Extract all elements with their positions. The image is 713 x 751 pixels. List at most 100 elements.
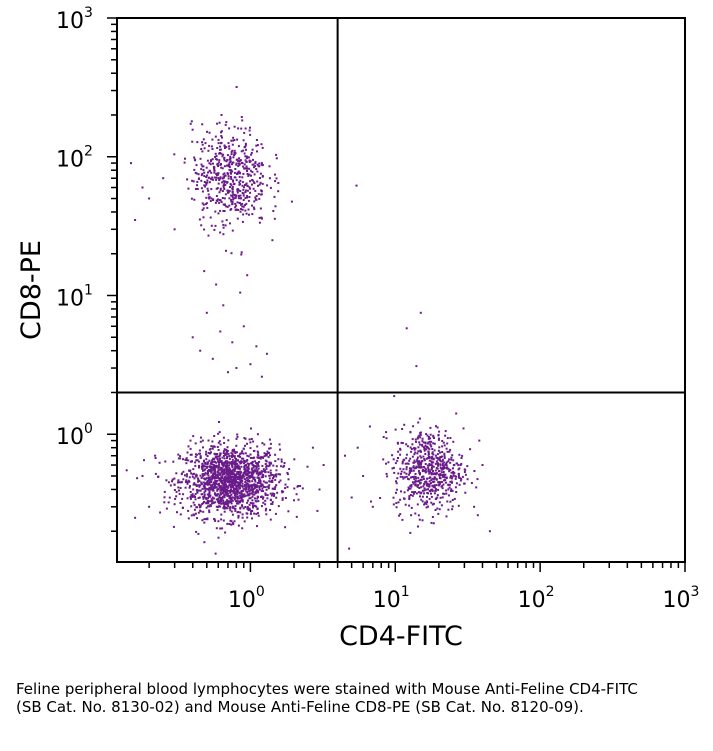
data-point bbox=[239, 190, 242, 192]
data-point bbox=[188, 480, 191, 483]
data-point bbox=[273, 493, 276, 495]
data-point bbox=[248, 503, 251, 506]
data-point bbox=[187, 459, 190, 462]
data-point bbox=[148, 197, 151, 200]
data-point bbox=[216, 164, 219, 167]
data-point bbox=[423, 466, 425, 468]
data-point bbox=[432, 465, 435, 468]
data-point bbox=[288, 468, 291, 470]
data-point bbox=[463, 482, 466, 485]
data-point bbox=[173, 483, 176, 486]
data-point bbox=[169, 484, 172, 487]
data-point bbox=[219, 453, 222, 456]
data-point bbox=[207, 478, 210, 481]
data-point bbox=[224, 490, 227, 493]
data-point bbox=[229, 222, 231, 225]
data-point bbox=[238, 160, 241, 163]
data-point bbox=[225, 491, 228, 494]
data-point bbox=[441, 440, 444, 442]
data-point bbox=[236, 495, 239, 498]
data-point bbox=[418, 417, 421, 420]
data-point bbox=[257, 476, 259, 479]
data-point bbox=[268, 462, 271, 465]
data-point bbox=[238, 202, 241, 205]
data-point bbox=[258, 488, 261, 491]
data-point bbox=[427, 453, 430, 456]
data-point bbox=[199, 349, 202, 352]
data-point bbox=[189, 497, 192, 500]
data-point bbox=[236, 190, 239, 192]
data-point bbox=[411, 438, 414, 441]
data-point bbox=[201, 123, 204, 126]
data-point bbox=[443, 492, 446, 495]
data-point bbox=[253, 493, 256, 496]
data-point bbox=[228, 204, 231, 207]
data-point bbox=[254, 196, 257, 199]
data-point bbox=[438, 446, 441, 449]
data-point bbox=[231, 479, 234, 481]
data-point bbox=[449, 500, 452, 503]
data-point bbox=[230, 462, 233, 465]
data-point bbox=[442, 483, 445, 486]
data-point bbox=[447, 467, 450, 470]
data-point bbox=[224, 452, 227, 455]
data-point bbox=[422, 485, 425, 488]
data-point bbox=[405, 443, 408, 446]
data-point bbox=[223, 448, 226, 451]
data-point bbox=[430, 468, 433, 471]
data-point bbox=[425, 468, 427, 471]
data-point bbox=[203, 147, 206, 150]
data-point bbox=[222, 233, 225, 236]
data-point bbox=[226, 495, 229, 497]
data-point bbox=[438, 437, 440, 440]
data-point bbox=[207, 171, 209, 174]
data-point bbox=[229, 472, 232, 475]
data-point bbox=[262, 456, 265, 459]
data-point bbox=[241, 493, 244, 496]
data-point bbox=[205, 458, 208, 461]
data-point bbox=[256, 144, 259, 147]
data-point bbox=[199, 489, 202, 492]
data-point bbox=[251, 491, 254, 494]
data-point bbox=[455, 412, 458, 415]
data-point bbox=[231, 513, 234, 516]
data-point bbox=[450, 490, 452, 492]
data-point bbox=[428, 489, 431, 492]
data-point bbox=[237, 159, 240, 162]
data-point bbox=[265, 488, 268, 491]
data-point bbox=[431, 472, 434, 475]
data-point bbox=[205, 502, 208, 505]
data-point bbox=[371, 505, 374, 508]
data-point bbox=[235, 487, 238, 490]
data-point bbox=[223, 502, 226, 505]
data-point bbox=[237, 197, 240, 200]
data-point bbox=[261, 164, 264, 167]
data-point bbox=[356, 446, 359, 449]
data-point bbox=[185, 479, 188, 482]
data-point bbox=[445, 466, 448, 469]
data-point bbox=[163, 496, 166, 499]
data-point bbox=[236, 489, 239, 492]
data-point bbox=[257, 456, 260, 459]
data-point bbox=[269, 474, 272, 477]
data-point bbox=[436, 426, 439, 429]
data-point bbox=[218, 458, 221, 461]
data-point bbox=[430, 492, 432, 495]
data-point bbox=[185, 458, 187, 461]
data-point bbox=[258, 486, 261, 489]
data-point bbox=[235, 367, 238, 369]
data-point bbox=[215, 178, 218, 181]
data-point bbox=[252, 470, 255, 473]
data-point bbox=[322, 464, 325, 466]
data-point bbox=[250, 468, 253, 471]
data-point bbox=[173, 489, 176, 491]
data-point bbox=[271, 479, 274, 482]
data-point bbox=[236, 201, 239, 204]
data-point bbox=[235, 485, 238, 487]
data-point bbox=[428, 459, 431, 462]
data-point bbox=[260, 484, 263, 487]
data-point bbox=[399, 453, 402, 456]
data-point bbox=[242, 199, 245, 201]
data-point bbox=[241, 504, 243, 507]
data-point bbox=[220, 518, 223, 521]
